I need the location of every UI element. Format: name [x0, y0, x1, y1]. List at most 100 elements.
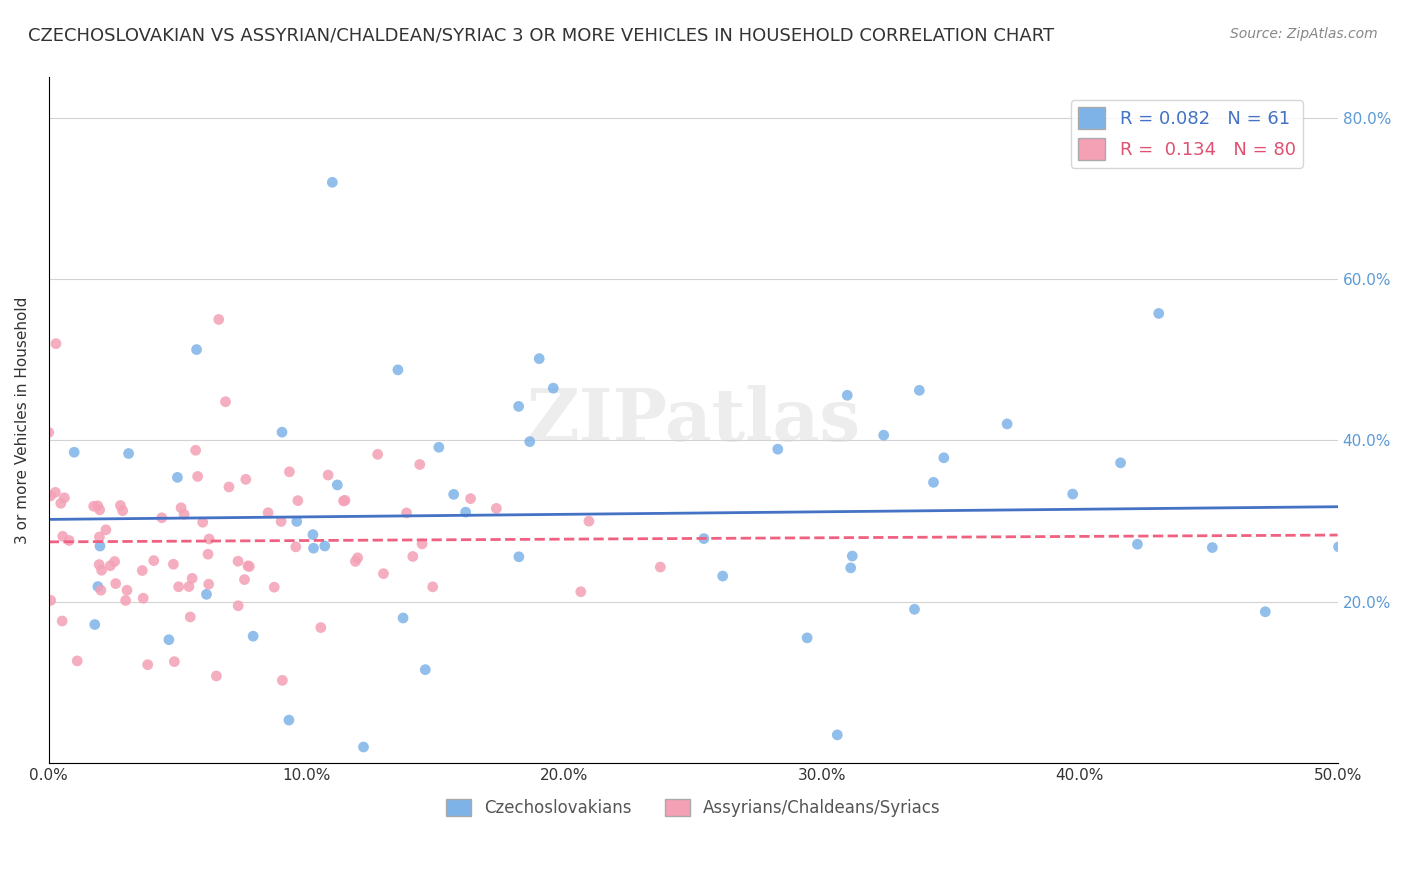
Y-axis label: 3 or more Vehicles in Household: 3 or more Vehicles in Household: [15, 297, 30, 544]
Point: [284, 540, 307, 554]
Point: [218, 480, 240, 494]
Point: [1386, 564, 1406, 578]
Point: [392, 611, 415, 625]
Point: [270, 515, 292, 529]
Legend: Czechoslovakians, Assyrians/Chaldeans/Syriacs: Czechoslovakians, Assyrians/Chaldeans/Sy…: [439, 792, 948, 823]
Point: [257, 506, 280, 520]
Point: [53, 491, 76, 505]
Point: [903, 602, 925, 616]
Point: [132, 591, 155, 606]
Point: [796, 631, 818, 645]
Point: [236, 558, 259, 573]
Point: [839, 561, 862, 575]
Point: [529, 351, 551, 366]
Point: [326, 478, 349, 492]
Point: [711, 569, 734, 583]
Point: [413, 663, 436, 677]
Point: [63, 445, 86, 459]
Point: [353, 739, 375, 754]
Point: [395, 506, 418, 520]
Point: [443, 487, 465, 501]
Point: [238, 559, 260, 574]
Point: [908, 384, 931, 398]
Point: [198, 532, 221, 546]
Point: [39, 489, 62, 503]
Point: [1254, 605, 1277, 619]
Point: [409, 458, 432, 472]
Point: [314, 539, 336, 553]
Point: [1109, 456, 1132, 470]
Point: [197, 547, 219, 561]
Point: [205, 669, 228, 683]
Point: [485, 501, 508, 516]
Point: [195, 587, 218, 601]
Point: [226, 599, 249, 613]
Point: [235, 472, 257, 486]
Point: [226, 554, 249, 568]
Point: [90, 563, 112, 577]
Point: [94, 523, 117, 537]
Point: [38, 425, 60, 440]
Point: [49, 496, 72, 510]
Point: [197, 577, 219, 591]
Point: [321, 175, 343, 189]
Point: [83, 617, 105, 632]
Point: [411, 537, 433, 551]
Point: [454, 505, 477, 519]
Point: [87, 499, 110, 513]
Point: [344, 554, 367, 568]
Point: [309, 621, 332, 635]
Point: [177, 580, 200, 594]
Point: [932, 450, 955, 465]
Point: [52, 529, 75, 543]
Point: [569, 584, 592, 599]
Point: [179, 610, 201, 624]
Point: [841, 549, 863, 563]
Point: [173, 508, 195, 522]
Point: [285, 515, 308, 529]
Point: [278, 465, 301, 479]
Point: [191, 516, 214, 530]
Point: [115, 583, 138, 598]
Point: [131, 564, 153, 578]
Point: [44, 485, 66, 500]
Point: [541, 381, 564, 395]
Point: [58, 533, 80, 548]
Point: [578, 514, 600, 528]
Point: [402, 549, 425, 564]
Point: [51, 614, 73, 628]
Point: [1062, 487, 1084, 501]
Point: [519, 434, 541, 449]
Point: [1126, 537, 1149, 551]
Point: [508, 400, 530, 414]
Point: [263, 580, 285, 594]
Point: [1201, 541, 1223, 555]
Point: [157, 632, 180, 647]
Point: [163, 655, 186, 669]
Point: [271, 673, 294, 688]
Text: Source: ZipAtlas.com: Source: ZipAtlas.com: [1230, 27, 1378, 41]
Point: [166, 470, 188, 484]
Point: [117, 446, 139, 460]
Point: [66, 654, 89, 668]
Point: [277, 713, 299, 727]
Point: [167, 580, 190, 594]
Point: [162, 558, 184, 572]
Point: [287, 493, 309, 508]
Point: [186, 343, 208, 357]
Point: [208, 312, 231, 326]
Point: [422, 580, 444, 594]
Point: [333, 493, 356, 508]
Point: [302, 541, 325, 556]
Point: [89, 530, 111, 544]
Point: [922, 475, 945, 490]
Point: [150, 510, 173, 524]
Point: [83, 500, 105, 514]
Point: [460, 491, 482, 506]
Point: [373, 566, 395, 581]
Point: [346, 550, 368, 565]
Point: [181, 571, 204, 585]
Point: [142, 553, 165, 567]
Point: [39, 593, 62, 607]
Point: [114, 593, 136, 607]
